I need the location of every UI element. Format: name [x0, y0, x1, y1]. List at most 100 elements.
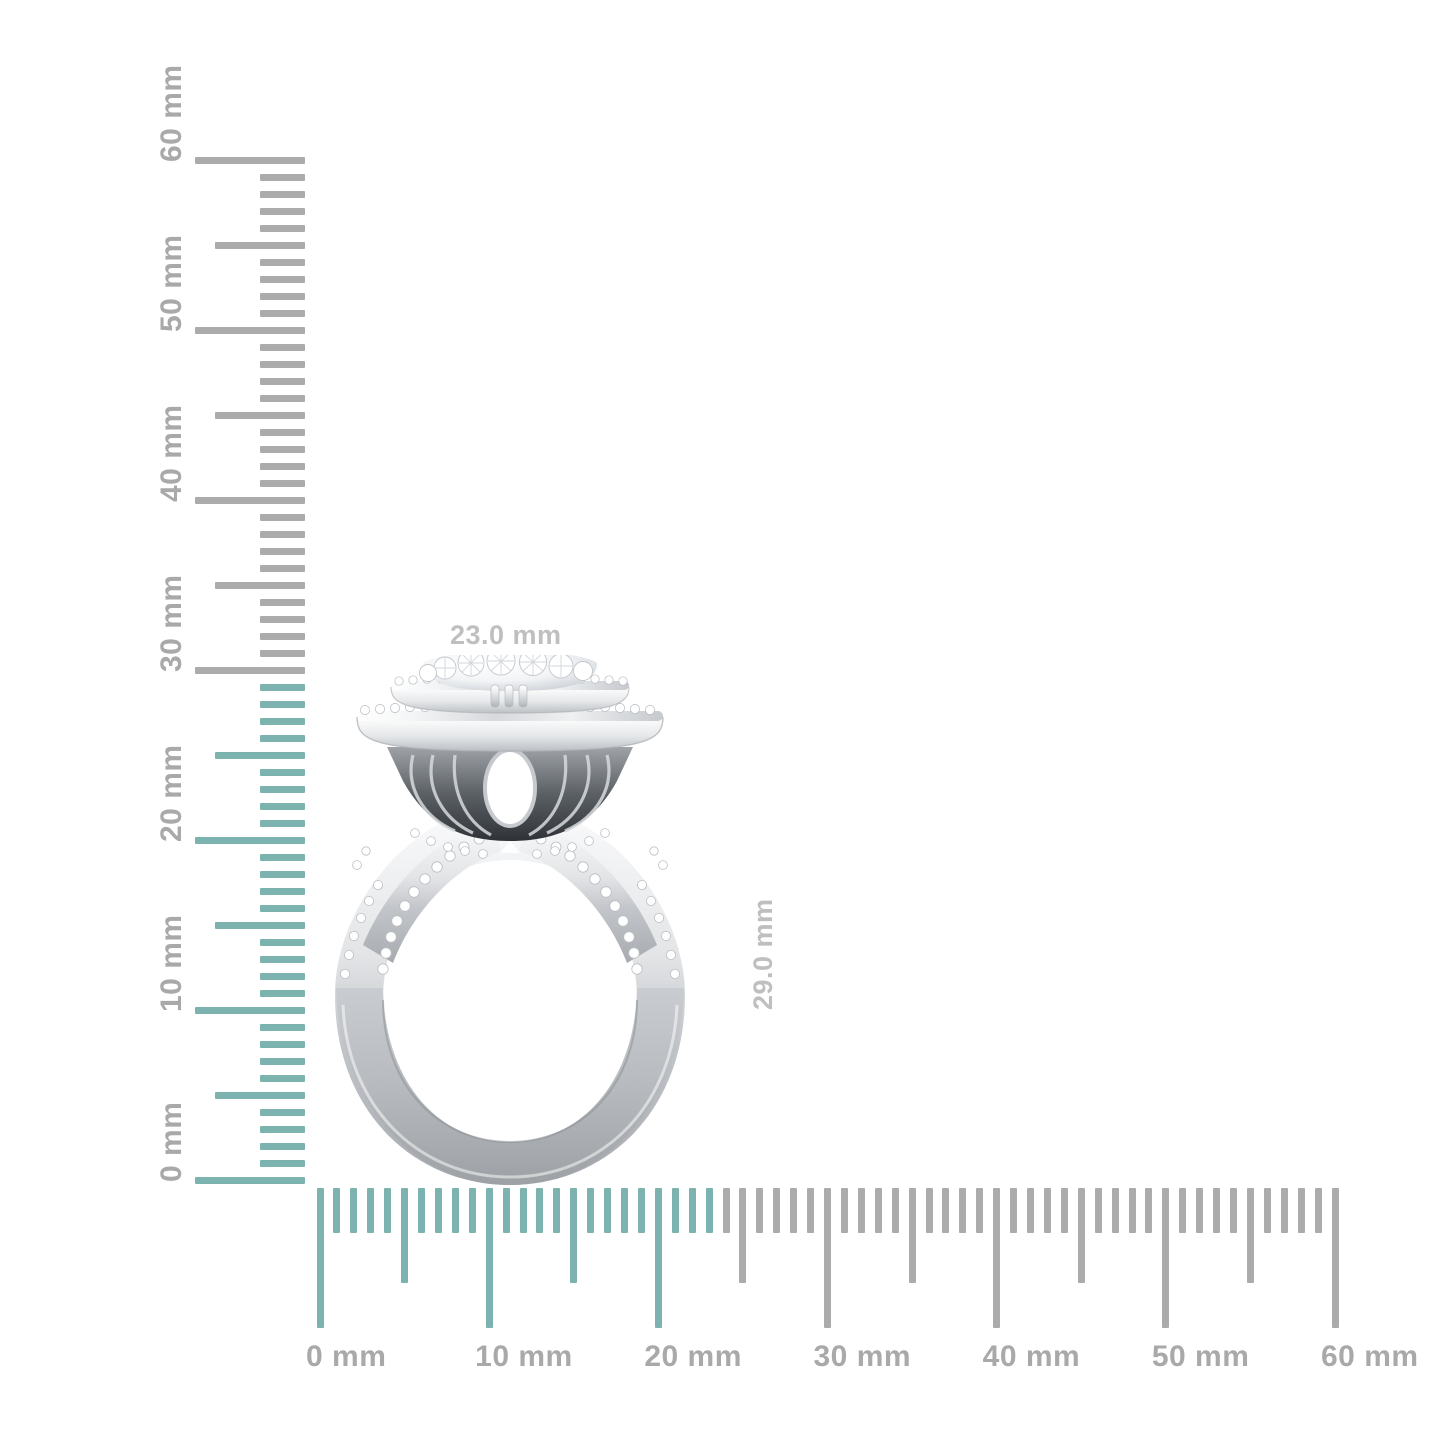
width-ruler-tick-minor	[1128, 1188, 1136, 1233]
width-ruler-tick-minor	[857, 1188, 865, 1233]
width-ruler-tick-major	[1331, 1188, 1339, 1328]
height-ruler-tick-minor	[260, 972, 305, 980]
height-ruler-tick-minor	[260, 394, 305, 402]
height-ruler-tick-minor	[260, 734, 305, 742]
width-ruler-tick-minor	[367, 1188, 375, 1233]
height-ruler-tick-minor	[260, 819, 305, 827]
height-ruler-tick-major	[195, 496, 305, 504]
height-ruler-tick-mid	[215, 751, 305, 759]
width-ruler-label: 0 mm	[306, 1340, 387, 1373]
height-ruler-tick-mid	[215, 411, 305, 419]
width-ruler-tick-minor	[959, 1188, 967, 1233]
width-ruler-tick-minor	[1060, 1188, 1068, 1233]
height-ruler-tick-minor	[260, 1023, 305, 1031]
height-ruler-tick-minor	[260, 275, 305, 283]
height-ruler-tick-major	[195, 666, 305, 674]
height-ruler-tick-minor	[260, 530, 305, 538]
height-ruler-tick-minor	[260, 1108, 305, 1116]
width-ruler-tick-minor	[1314, 1188, 1322, 1233]
height-ruler-tick-minor	[260, 904, 305, 912]
height-ruler-tick-minor	[260, 1040, 305, 1048]
width-ruler-tick-minor	[1094, 1188, 1102, 1233]
width-ruler-tick-minor	[671, 1188, 679, 1233]
width-ruler-tick-minor	[418, 1188, 425, 1233]
height-ruler-tick-major	[195, 1176, 305, 1184]
width-ruler-tick-mid	[570, 1188, 578, 1283]
width-ruler-label: 50 mm	[1151, 1340, 1250, 1373]
height-ruler-tick-minor	[260, 955, 305, 963]
height-ruler-tick-minor	[260, 598, 305, 606]
width-ruler-tick-minor	[519, 1188, 527, 1233]
width-ruler-tick-minor	[1213, 1188, 1221, 1233]
height-ruler-tick-minor	[260, 224, 305, 232]
width-ruler-tick-minor	[807, 1188, 815, 1233]
width-ruler-tick-minor	[637, 1188, 645, 1233]
height-ruler-tick-minor	[260, 989, 305, 997]
width-ruler-tick-minor	[536, 1188, 544, 1233]
width-ruler-tick-minor	[451, 1188, 459, 1233]
width-ruler-tick-minor	[553, 1188, 561, 1233]
width-ruler-tick-major	[824, 1188, 831, 1328]
height-ruler-label: 50 mm	[155, 234, 188, 332]
height-ruler-tick-major	[195, 836, 305, 844]
height-ruler-label: 10 mm	[155, 914, 188, 1012]
height-ruler-tick-minor	[260, 564, 305, 572]
height-ruler-label: 40 mm	[155, 404, 188, 502]
height-ruler-tick-minor	[260, 785, 305, 793]
width-ruler-tick-minor	[333, 1188, 341, 1233]
width-ruler-tick-minor	[1280, 1188, 1288, 1233]
height-ruler-tick-minor	[260, 547, 305, 555]
height-ruler-tick-minor	[260, 377, 305, 385]
width-ruler-tick-minor	[1111, 1188, 1119, 1233]
width-ruler-tick-minor	[840, 1188, 848, 1233]
height-ruler-tick-minor	[260, 683, 305, 691]
width-ruler-tick-minor	[1043, 1188, 1051, 1233]
width-ruler-tick-minor	[1027, 1188, 1034, 1233]
height-ruler-tick-minor	[260, 1142, 305, 1150]
height-ruler-tick-minor	[260, 258, 305, 266]
height-ruler-tick-minor	[260, 309, 305, 317]
diamond-ring-illustration	[335, 655, 685, 1185]
width-ruler-label: 20 mm	[644, 1340, 742, 1373]
width-ruler-tick-mid	[739, 1188, 747, 1283]
height-ruler-tick-mid	[215, 581, 305, 589]
height-dimension-label: 29.0 mm	[748, 898, 778, 1010]
width-ruler-tick-minor	[688, 1188, 696, 1233]
height-ruler-tick-minor	[260, 445, 305, 453]
width-ruler-tick-major	[316, 1188, 324, 1328]
width-ruler-tick-minor	[1230, 1188, 1237, 1233]
width-ruler-tick-minor	[350, 1188, 358, 1233]
height-ruler-tick-minor	[260, 1159, 305, 1167]
width-ruler-tick-minor	[874, 1188, 882, 1233]
width-ruler-tick-minor	[790, 1188, 798, 1233]
height-ruler-tick-minor	[260, 870, 305, 878]
width-ruler-tick-major	[993, 1188, 1001, 1328]
width-ruler-tick-minor	[773, 1188, 781, 1233]
height-ruler-tick-minor	[260, 173, 305, 181]
width-dimension-label: 23.0 mm	[450, 620, 562, 650]
width-ruler-label: 60 mm	[1321, 1340, 1419, 1373]
width-ruler-tick-minor	[756, 1188, 764, 1233]
width-ruler-tick-minor	[1297, 1188, 1305, 1233]
height-ruler-tick-minor	[260, 479, 305, 487]
height-ruler-tick-minor	[260, 887, 305, 895]
height-ruler-tick-major	[195, 156, 305, 164]
width-ruler-label: 40 mm	[982, 1340, 1081, 1373]
width-ruler-label: 30 mm	[813, 1340, 912, 1373]
height-ruler-tick-mid	[215, 1091, 305, 1099]
height-ruler-tick-minor	[260, 428, 305, 436]
height-ruler-tick-major	[195, 1006, 305, 1014]
height-ruler-label: 20 mm	[155, 744, 188, 842]
height-ruler-tick-minor	[260, 513, 305, 521]
height-ruler-tick-minor	[260, 768, 305, 776]
width-ruler-tick-minor	[468, 1188, 476, 1233]
width-ruler-tick-minor	[976, 1188, 984, 1233]
width-ruler-tick-mid	[908, 1188, 916, 1283]
height-ruler-tick-major	[195, 326, 305, 334]
height-ruler-tick-minor	[260, 1074, 305, 1082]
height-ruler-tick-minor	[260, 207, 305, 215]
width-ruler-tick-minor	[1263, 1188, 1271, 1233]
width-ruler-tick-minor	[891, 1188, 899, 1233]
width-ruler-tick-minor	[587, 1188, 595, 1233]
